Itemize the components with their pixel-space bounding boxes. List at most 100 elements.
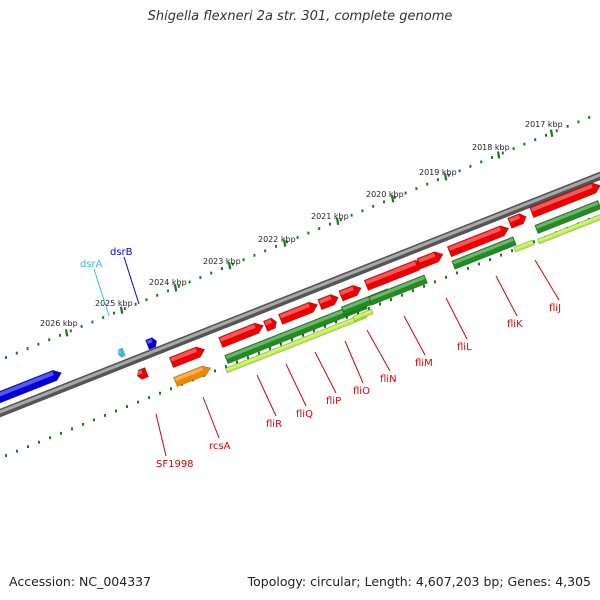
leader-line: [534, 259, 560, 301]
track-dot: [339, 218, 342, 222]
track-dot: [221, 267, 223, 271]
tick-label: 2019 kbp: [419, 168, 457, 177]
tick-label: 2022 kbp: [258, 235, 296, 244]
major-tick: [549, 129, 554, 137]
track-dot: [404, 191, 407, 195]
track-dot: [82, 422, 84, 426]
track-dot: [423, 284, 425, 288]
gene-block-dsrB: [144, 337, 158, 351]
track-dot: [566, 124, 569, 128]
gene-block-fliJ-3: [529, 182, 600, 219]
tick-label: 2018 kbp: [472, 143, 510, 152]
cds-lime-3: [536, 213, 600, 245]
track-dot: [533, 240, 535, 244]
gene-block-left: [0, 369, 63, 405]
tick-label: 2025 kbp: [95, 299, 133, 308]
track-dot: [534, 138, 537, 142]
track-dot: [372, 204, 375, 208]
gene-features: [0, 182, 600, 405]
tick-label: 2017 kbp: [525, 120, 563, 129]
track-dot: [512, 147, 515, 150]
track-dot: [275, 244, 277, 248]
gene-label-fliP: fliP: [326, 396, 341, 407]
track-dot: [390, 298, 392, 302]
track-dot: [280, 342, 282, 346]
major-tick: [64, 329, 69, 337]
track-dot: [5, 356, 7, 359]
track-dot: [415, 187, 418, 190]
gene-label-fliJ: fliJ: [549, 303, 561, 314]
track-dot: [16, 449, 18, 453]
track-dot: [426, 182, 429, 186]
gene-block-SF1998: [136, 366, 150, 380]
track-dot: [123, 307, 126, 311]
track-dot: [480, 160, 483, 164]
tick-labels: 2017 kbp 2018 kbp 2019 kbp 2020 kbp 2021 kbp…: [40, 120, 563, 337]
track-dot: [115, 409, 117, 413]
major-tick: [227, 262, 232, 270]
track-dot: [335, 320, 337, 324]
gene-block-fliO: [277, 301, 319, 325]
track-dot: [383, 200, 385, 204]
leader-line: [202, 396, 220, 439]
track-dot: [210, 271, 213, 275]
major-tick: [119, 306, 124, 314]
gene-block-fliQ: [218, 322, 264, 349]
track-dot: [104, 414, 106, 417]
track-dot: [307, 231, 310, 235]
tick-label: 2021 kbp: [311, 212, 349, 221]
major-tick: [335, 217, 340, 225]
track-dot: [145, 298, 148, 302]
track-dot: [324, 324, 326, 328]
leader-line: [123, 256, 140, 305]
gene-label-fliO: fliO: [353, 386, 370, 397]
leader-line: [403, 315, 426, 356]
gene-label-fliK: fliK: [507, 319, 523, 330]
track-dot: [500, 253, 502, 257]
gene-block-fliJ: [446, 225, 510, 258]
track-dot: [188, 280, 191, 284]
gene-label-fliR: fliR: [266, 419, 282, 430]
gene-label-fliN: fliN: [380, 374, 397, 385]
track-dot: [91, 320, 94, 324]
accession-text: Accession: NC_004337: [9, 574, 152, 589]
gene-label-dsrA: dsrA: [80, 259, 103, 270]
leader-line: [285, 363, 307, 407]
tick-label: 2026 kbp: [40, 319, 78, 328]
track-dot: [458, 169, 461, 173]
leader-line: [256, 374, 277, 417]
track-dot: [368, 307, 370, 310]
track-dot: [437, 178, 439, 182]
gene-block-rcsA: [172, 365, 212, 388]
track-dot: [258, 351, 260, 355]
major-tick: [443, 173, 448, 181]
outer-tick-track: [5, 116, 591, 359]
track-dot: [501, 151, 504, 155]
gene-label-fliQ: fliQ: [296, 409, 313, 420]
track-dot: [302, 333, 304, 337]
track-dot: [170, 387, 172, 391]
major-tick: [173, 284, 178, 292]
track-dot: [71, 427, 73, 431]
track-dot: [113, 311, 115, 315]
track-dot: [318, 227, 321, 230]
track-dot: [134, 302, 137, 306]
cds-green-3: [451, 236, 517, 270]
cds-green-2: [367, 274, 429, 306]
track-dot: [102, 316, 105, 319]
inner-dot-track: [5, 218, 590, 457]
track-dot: [545, 133, 547, 137]
gene-block-dsrA: [117, 347, 126, 358]
track-dot: [491, 156, 493, 159]
track-dot: [478, 262, 480, 266]
track-dot: [445, 275, 447, 279]
gene-block-fliJ-2: [507, 213, 527, 229]
track-dot: [434, 280, 436, 284]
track-dot: [93, 418, 95, 422]
leader-line: [314, 351, 337, 394]
track-dot: [60, 431, 62, 435]
cds-green-4: [534, 199, 600, 235]
tick-label: 2023 kbp: [203, 257, 241, 266]
gene-label-SF1998: SF1998: [156, 459, 194, 470]
track-dot: [80, 325, 83, 328]
